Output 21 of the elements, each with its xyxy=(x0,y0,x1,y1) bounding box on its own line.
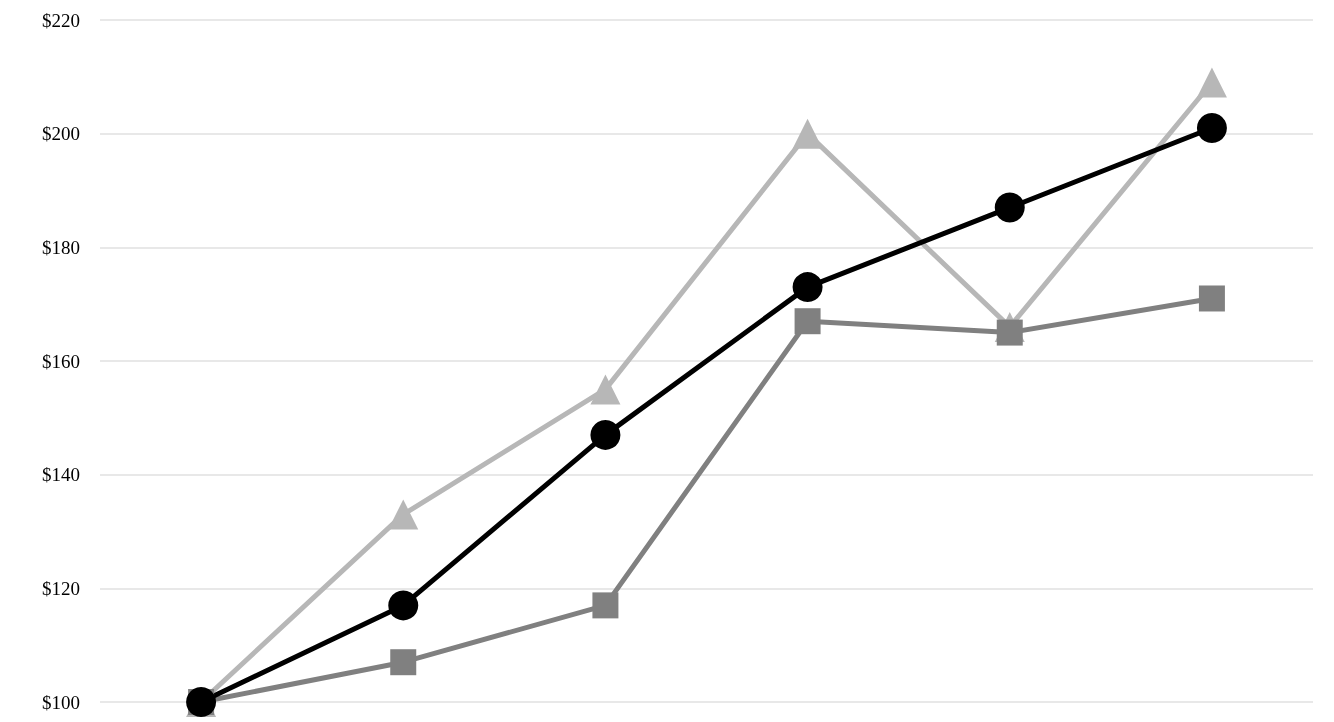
point xyxy=(794,308,821,335)
y-tick-label: $160 xyxy=(42,350,80,372)
y-tick-label: $180 xyxy=(42,236,80,258)
point xyxy=(792,272,823,303)
point xyxy=(1196,112,1227,143)
point xyxy=(792,118,823,149)
point xyxy=(1196,67,1227,98)
y-tick-label: $220 xyxy=(42,9,80,31)
point xyxy=(388,590,419,621)
point xyxy=(592,592,619,619)
y-tick-label: $100 xyxy=(42,691,80,713)
point xyxy=(390,649,417,676)
y-tick-label: $120 xyxy=(42,577,80,599)
point xyxy=(590,374,621,405)
y-tick-label: $140 xyxy=(42,464,80,486)
point xyxy=(994,192,1025,223)
point xyxy=(1198,285,1225,312)
point xyxy=(388,499,419,530)
y-tick-label: $200 xyxy=(42,123,80,145)
point xyxy=(996,319,1023,346)
point xyxy=(590,419,621,450)
